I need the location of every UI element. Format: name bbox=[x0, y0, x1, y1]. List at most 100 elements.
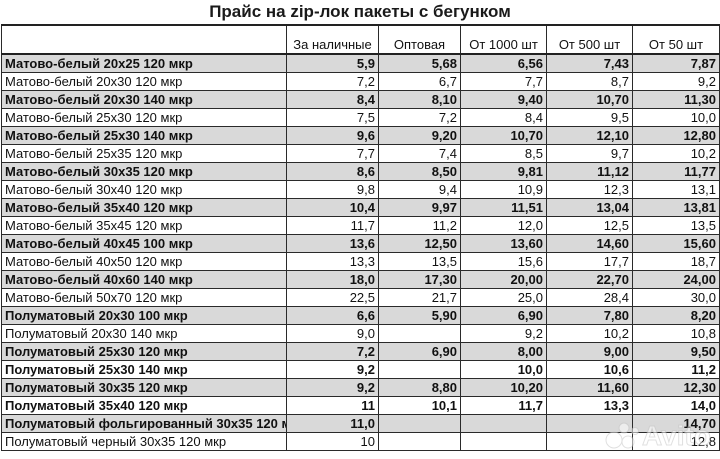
price-cash: 8,4 bbox=[286, 90, 379, 109]
product-name: Полуматовый черный 30x35 120 мкр bbox=[1, 432, 287, 451]
table-row: Матово-белый 40x60 140 мкр 18,0 17,30 20,00… bbox=[1, 270, 720, 289]
price-cash: 7,5 bbox=[286, 108, 379, 127]
table-row: Матово-белый 25x30 120 мкр 7,5 7,2 8,4 9,5 10… bbox=[1, 108, 720, 127]
price-from-500 bbox=[546, 414, 633, 433]
price-from-1000: 10,70 bbox=[460, 126, 547, 145]
price-wholesale: 6,90 bbox=[378, 342, 461, 361]
price-from-500: 13,04 bbox=[546, 198, 633, 217]
table-row: Матово-белый 30x35 120 мкр 8,6 8,50 9,81 11,… bbox=[1, 162, 720, 181]
price-cash: 18,0 bbox=[286, 270, 379, 289]
price-from-500: 8,7 bbox=[546, 72, 633, 91]
price-from-50: 15,60 bbox=[632, 234, 720, 253]
price-from-500: 9,5 bbox=[546, 108, 633, 127]
price-wholesale: 17,30 bbox=[378, 270, 461, 289]
table-row: Матово-белый 20x30 120 мкр 7,2 6,7 7,7 8,7 9,… bbox=[1, 72, 720, 91]
table-row: Полуматовый 30x35 120 мкр 9,2 8,80 10,20 11,… bbox=[1, 378, 720, 397]
product-name: Полуматовый 30x35 120 мкр bbox=[1, 378, 287, 397]
header-from-500: От 500 шт bbox=[546, 24, 633, 55]
price-wholesale: 12,50 bbox=[378, 234, 461, 253]
table-row: Полуматовый 20x30 140 мкр 9,0 9,2 10,2 10,8 bbox=[1, 324, 720, 343]
table-row: Матово-белый 30x40 120 мкр 9,8 9,4 10,9 12,3… bbox=[1, 180, 720, 199]
price-from-1000: 8,5 bbox=[460, 144, 547, 163]
price-wholesale: 8,50 bbox=[378, 162, 461, 181]
product-name: Матово-белый 25x30 140 мкр bbox=[1, 126, 287, 145]
table-row: Матово-белый 25x35 120 мкр 7,7 7,4 8,5 9,7 10… bbox=[1, 144, 720, 163]
price-wholesale: 9,4 bbox=[378, 180, 461, 199]
table-row: Матово-белый 20x30 140 мкр 8,4 8,10 9,40 10,… bbox=[1, 90, 720, 109]
price-from-50: 9,50 bbox=[632, 342, 720, 361]
price-wholesale: 9,20 bbox=[378, 126, 461, 145]
price-from-1000: 12,0 bbox=[460, 216, 547, 235]
price-from-500: 17,7 bbox=[546, 252, 633, 271]
price-from-1000: 10,20 bbox=[460, 378, 547, 397]
price-from-500: 10,70 bbox=[546, 90, 633, 109]
price-cash: 7,2 bbox=[286, 342, 379, 361]
price-from-500: 11,60 bbox=[546, 378, 633, 397]
price-from-50: 8,20 bbox=[632, 306, 720, 325]
price-wholesale bbox=[378, 324, 461, 343]
price-wholesale: 11,2 bbox=[378, 216, 461, 235]
price-from-1000: 25,0 bbox=[460, 288, 547, 307]
header-from-50: От 50 шт bbox=[632, 24, 720, 55]
price-cash: 13,3 bbox=[286, 252, 379, 271]
price-from-1000: 9,2 bbox=[460, 324, 547, 343]
price-from-500: 28,4 bbox=[546, 288, 633, 307]
price-from-500: 22,70 bbox=[546, 270, 633, 289]
price-from-50: 11,77 bbox=[632, 162, 720, 181]
product-name: Матово-белый 50x70 120 мкр bbox=[1, 288, 287, 307]
price-wholesale: 13,5 bbox=[378, 252, 461, 271]
price-from-50: 12,8 bbox=[632, 432, 720, 451]
table-row: Матово-белый 40x50 120 мкр 13,3 13,5 15,6 17… bbox=[1, 252, 720, 271]
price-from-50: 12,80 bbox=[632, 126, 720, 145]
price-from-1000: 10,0 bbox=[460, 360, 547, 379]
product-name: Матово-белый 30x40 120 мкр bbox=[1, 180, 287, 199]
price-from-50: 7,87 bbox=[632, 53, 720, 73]
price-from-1000: 11,51 bbox=[460, 198, 547, 217]
price-wholesale: 6,7 bbox=[378, 72, 461, 91]
price-from-500: 9,00 bbox=[546, 342, 633, 361]
price-from-50: 24,00 bbox=[632, 270, 720, 289]
price-from-500: 12,3 bbox=[546, 180, 633, 199]
price-wholesale: 7,4 bbox=[378, 144, 461, 163]
price-wholesale bbox=[378, 432, 461, 451]
price-from-500: 7,43 bbox=[546, 53, 633, 73]
price-cash: 9,0 bbox=[286, 324, 379, 343]
price-from-50: 10,8 bbox=[632, 324, 720, 343]
product-name: Матово-белый 25x30 120 мкр bbox=[1, 108, 287, 127]
price-wholesale: 21,7 bbox=[378, 288, 461, 307]
price-cash: 22,5 bbox=[286, 288, 379, 307]
table-row: Полуматовый 20x30 100 мкр 6,6 5,90 6,90 7,80… bbox=[1, 306, 720, 325]
price-cash: 9,8 bbox=[286, 180, 379, 199]
price-from-1000: 6,56 bbox=[460, 53, 547, 73]
price-from-500: 7,80 bbox=[546, 306, 633, 325]
price-from-50: 11,30 bbox=[632, 90, 720, 109]
price-from-1000: 15,6 bbox=[460, 252, 547, 271]
price-wholesale: 7,2 bbox=[378, 108, 461, 127]
product-name: Матово-белый 40x45 100 мкр bbox=[1, 234, 287, 253]
price-cash: 7,2 bbox=[286, 72, 379, 91]
price-from-500 bbox=[546, 432, 633, 451]
table-row: Полуматовый черный 30x35 120 мкр 10 12,8 bbox=[1, 432, 720, 451]
price-from-1000: 13,60 bbox=[460, 234, 547, 253]
price-from-1000: 8,00 bbox=[460, 342, 547, 361]
price-wholesale: 8,80 bbox=[378, 378, 461, 397]
price-cash: 6,6 bbox=[286, 306, 379, 325]
price-wholesale: 5,68 bbox=[378, 53, 461, 73]
price-from-1000 bbox=[460, 414, 547, 433]
table-row: Матово-белый 35x45 120 мкр 11,7 11,2 12,0 12… bbox=[1, 216, 720, 235]
price-cash: 10,4 bbox=[286, 198, 379, 217]
product-name: Матово-белый 25x35 120 мкр bbox=[1, 144, 287, 163]
price-from-1000: 7,7 bbox=[460, 72, 547, 91]
price-from-1000 bbox=[460, 432, 547, 451]
product-name: Матово-белый 20x30 120 мкр bbox=[1, 72, 287, 91]
product-name: Матово-белый 20x25 120 мкр bbox=[1, 53, 287, 73]
price-wholesale bbox=[378, 360, 461, 379]
product-name: Матово-белый 35x40 120 мкр bbox=[1, 198, 287, 217]
header-product bbox=[1, 24, 287, 55]
price-from-50: 13,1 bbox=[632, 180, 720, 199]
price-from-50: 9,2 bbox=[632, 72, 720, 91]
price-from-500: 14,60 bbox=[546, 234, 633, 253]
product-name: Полуматовый 20x30 140 мкр bbox=[1, 324, 287, 343]
price-cash: 9,2 bbox=[286, 360, 379, 379]
price-from-50: 11,2 bbox=[632, 360, 720, 379]
